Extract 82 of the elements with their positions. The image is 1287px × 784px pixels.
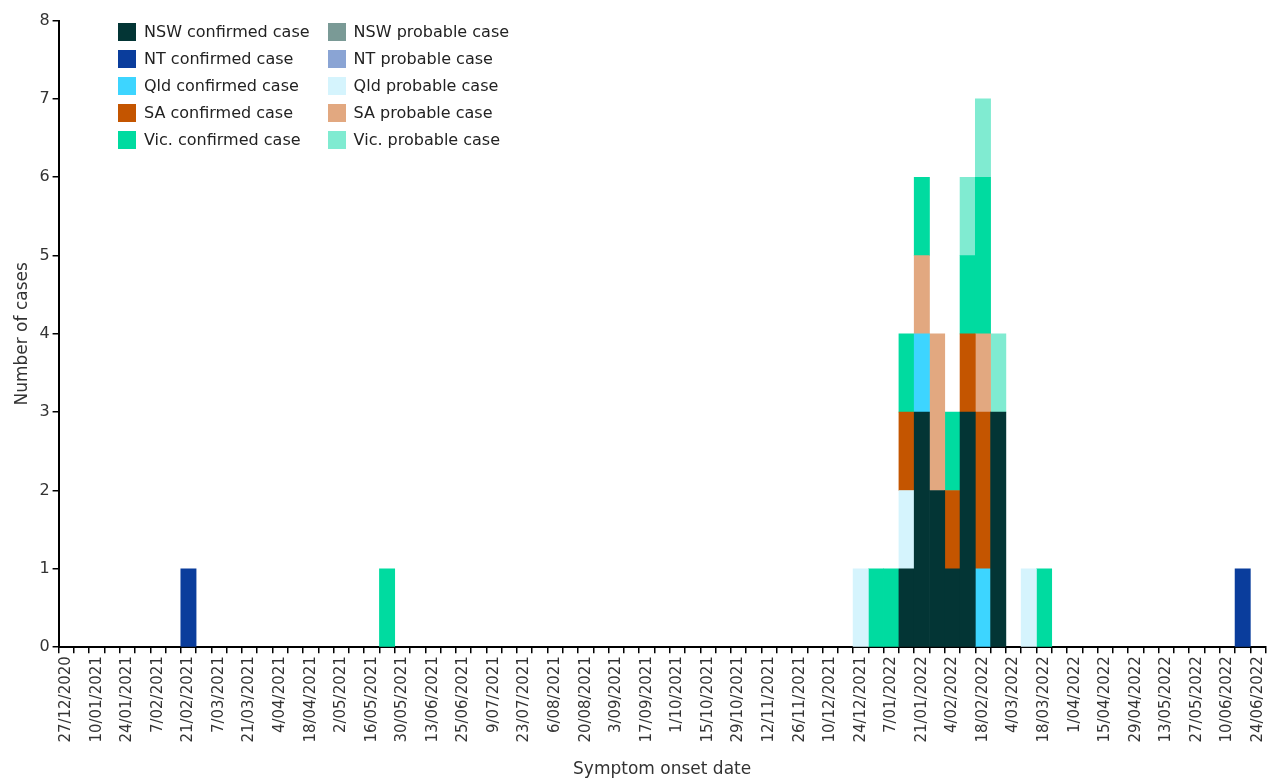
legend-label: NSW confirmed case xyxy=(144,22,310,41)
y-tick-label: 2 xyxy=(39,479,50,499)
x-tick-label: 10/12/2021 xyxy=(820,656,839,743)
x-tick-label: 27/12/2020 xyxy=(56,656,75,743)
bar xyxy=(1036,568,1053,647)
x-tick-label: 13/06/2021 xyxy=(422,656,441,743)
x-tick-label: 4/02/2022 xyxy=(942,656,961,734)
x-tick-label: 21/02/2021 xyxy=(178,656,197,743)
bar xyxy=(898,411,915,491)
bar xyxy=(929,333,946,491)
bar xyxy=(379,568,396,647)
x-tick-label: 27/05/2022 xyxy=(1186,656,1205,743)
bar xyxy=(959,333,976,413)
x-tick-label: 16/05/2021 xyxy=(361,656,380,743)
x-tick-label: 7/03/2021 xyxy=(208,656,227,734)
legend-label: SA probable case xyxy=(353,103,493,122)
bar xyxy=(959,176,976,256)
x-tick-label: 7/01/2022 xyxy=(881,656,900,734)
y-tick-label: 1 xyxy=(39,557,50,577)
x-tick-label: 18/04/2021 xyxy=(300,656,319,743)
x-tick-label: 10/01/2021 xyxy=(86,656,105,743)
legend-label: NT probable case xyxy=(353,49,493,68)
x-tick-label: 20/08/2021 xyxy=(575,656,594,743)
x-tick-label: 29/04/2022 xyxy=(1125,656,1144,743)
y-tick-label: 0 xyxy=(39,636,50,656)
x-tick-label: 18/03/2022 xyxy=(1033,656,1052,743)
bar xyxy=(852,568,869,647)
x-tick-label: 25/06/2021 xyxy=(453,656,472,743)
x-tick-label: 12/11/2021 xyxy=(758,656,777,743)
bar xyxy=(1020,568,1037,647)
x-tick-label: 1/04/2022 xyxy=(1064,656,1083,734)
bar xyxy=(990,411,1007,647)
x-tick-label: 29/10/2021 xyxy=(728,656,747,743)
bar xyxy=(944,490,961,570)
y-tick-label: 3 xyxy=(39,401,50,421)
legend-label: Vic. probable case xyxy=(353,130,501,149)
bar xyxy=(944,411,961,491)
x-tick-label: 7/02/2021 xyxy=(147,656,166,734)
x-tick-label: 3/09/2021 xyxy=(606,656,625,734)
legend-label: Qld probable case xyxy=(353,76,499,95)
x-tick-label: 18/02/2022 xyxy=(972,656,991,743)
x-axis-title: Symptom onset date xyxy=(573,758,752,779)
y-tick-label: 6 xyxy=(39,166,50,186)
x-tick-label: 30/05/2021 xyxy=(392,656,411,743)
y-axis-title: Number of cases xyxy=(10,262,31,406)
x-tick-label: 1/10/2021 xyxy=(667,656,686,734)
bar xyxy=(1234,568,1251,647)
y-tick-label: 5 xyxy=(39,244,50,264)
x-tick-label: 21/01/2022 xyxy=(911,656,930,743)
legend-label: NSW probable case xyxy=(353,22,510,41)
x-tick-label: 26/11/2021 xyxy=(789,656,808,743)
x-tick-label: 15/10/2021 xyxy=(697,656,716,743)
x-tick-label: 24/01/2021 xyxy=(117,656,136,743)
bar xyxy=(898,490,915,570)
legend-label: NT confirmed case xyxy=(144,49,294,68)
bar xyxy=(913,176,930,256)
x-tick-label: 13/05/2022 xyxy=(1156,656,1175,743)
x-tick-label: 21/03/2021 xyxy=(239,656,258,743)
x-tick-label: 15/04/2022 xyxy=(1095,656,1114,743)
x-tick-label: 4/04/2021 xyxy=(270,656,289,734)
legend-label: SA confirmed case xyxy=(144,103,294,122)
x-tick-label: 6/08/2021 xyxy=(545,656,564,734)
legend-label: Vic. confirmed case xyxy=(144,130,301,149)
bar xyxy=(913,255,930,335)
bar xyxy=(990,333,1007,413)
legend-label: Qld confirmed case xyxy=(144,76,299,95)
y-tick-label: 8 xyxy=(39,9,50,29)
bar xyxy=(974,98,991,178)
x-tick-label: 9/07/2021 xyxy=(483,656,502,734)
x-tick-label: 4/03/2022 xyxy=(1003,656,1022,734)
bar xyxy=(913,333,930,413)
y-tick-label: 4 xyxy=(39,323,50,343)
y-tick-label: 7 xyxy=(39,88,50,108)
x-tick-label: 2/05/2021 xyxy=(331,656,350,734)
x-tick-label: 23/07/2021 xyxy=(514,656,533,743)
bar xyxy=(180,568,197,647)
x-tick-label: 24/12/2021 xyxy=(850,656,869,743)
x-tick-label: 24/06/2022 xyxy=(1247,656,1266,743)
x-tick-label: 10/06/2022 xyxy=(1217,656,1236,743)
x-tick-label: 17/09/2021 xyxy=(636,656,655,743)
bar xyxy=(974,333,991,413)
bar xyxy=(898,333,915,413)
